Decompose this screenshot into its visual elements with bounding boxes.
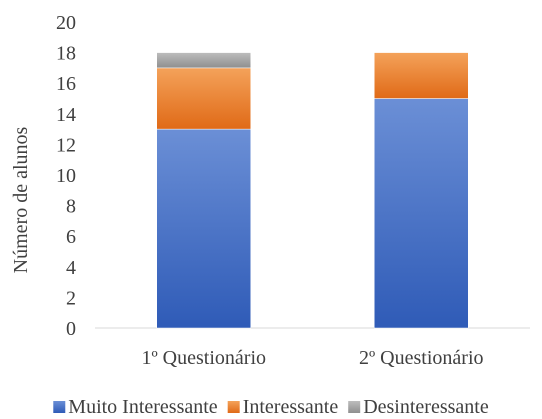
bar-segment [374,98,469,329]
y-tick-label: 2 [66,287,76,309]
legend-swatch [227,401,240,413]
y-tick-label: 8 [66,196,76,218]
bar-segment [156,52,251,69]
x-category-label: 2º Questionário [359,347,484,369]
y-tick-label: 10 [56,165,76,187]
legend-label: Desinteressante [363,396,489,418]
legend-label: Interessante [243,396,339,418]
legend-label: Muito Interessante [68,396,218,418]
x-category-label: 1º Questionário [141,347,266,369]
legend-item: Muito Interessante [53,396,218,418]
legend-item: Interessante [227,396,339,418]
y-tick-label: 20 [56,12,76,34]
y-tick-label: 0 [66,318,76,340]
legend-item: Desinteressante [348,396,489,418]
legend-swatch [348,401,361,413]
bar-segment [374,52,469,99]
y-tick-label: 14 [56,104,76,126]
y-tick-label: 18 [56,43,76,65]
category-labels: 1º Questionário 2º Questionário [141,347,483,369]
bar-segment [156,67,251,130]
bars [156,52,469,329]
y-tick-label: 12 [56,134,76,156]
y-tick-label: 16 [56,73,76,95]
legend-swatch [53,401,66,413]
legend: Muito Interessante Interessante Desinteres… [53,396,489,418]
y-tick-label: 4 [66,257,76,279]
bar-segment [156,128,251,329]
y-axis-title: Número de alunos [10,126,32,273]
y-tick-label: 6 [66,226,76,248]
y-axis-ticks: 0 2 4 6 8 10 12 14 16 18 20 [56,12,76,340]
